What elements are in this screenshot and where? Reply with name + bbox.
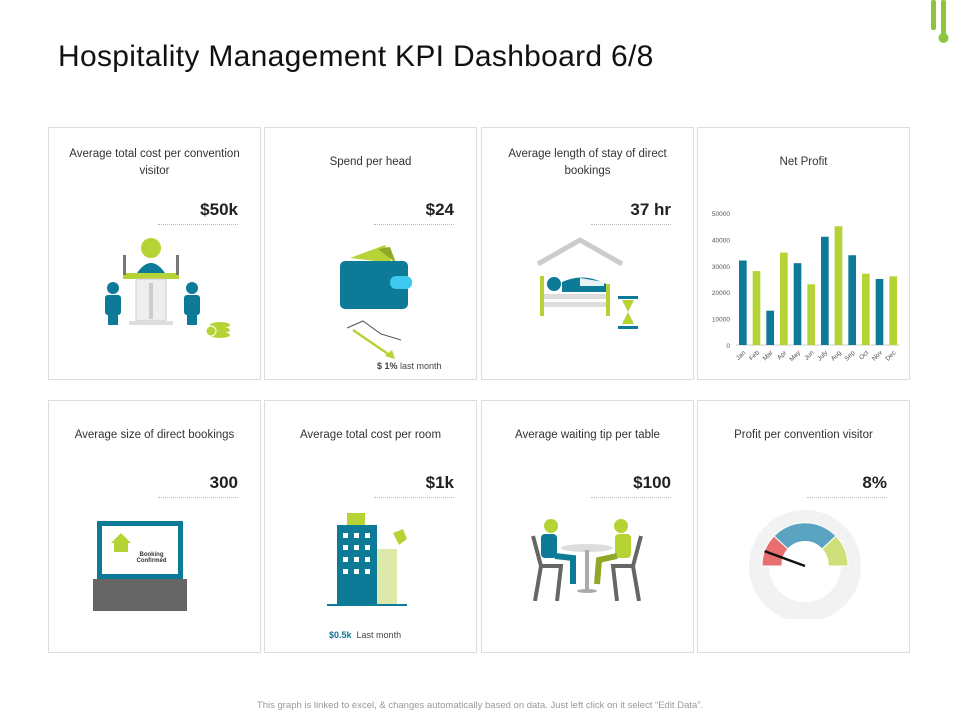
note-text: last month (400, 361, 442, 371)
gauge-icon (749, 510, 861, 619)
x-tick-label: Jan (735, 349, 748, 362)
kpi-label: Average total cost per room (299, 429, 442, 441)
bar-jan (739, 260, 747, 345)
chart-title: Net Profit (779, 156, 828, 168)
kpi-card-cost-per-room: Average total cost per room $1k $0.5k La… (264, 400, 477, 653)
hotel-building-icon (327, 513, 407, 606)
kpi-label: Profit per convention visitor (734, 429, 873, 441)
page-title: Hospitality Management KPI Dashboard 6/8 (58, 40, 654, 73)
kpi-card-net-profit: Net Profit 0 10000 20000 30000 40000 50000 Jan… (697, 127, 910, 380)
bar-feb (752, 271, 761, 345)
wallet-icon (340, 245, 412, 309)
bar-jun (807, 284, 815, 345)
bar-oct (862, 273, 870, 345)
y-tick-label: 40000 (712, 237, 730, 244)
kpi-value: 300 (158, 473, 238, 498)
kpi-label: Average total cost per convention visito… (69, 148, 240, 177)
x-tick-label: Sep (843, 349, 856, 362)
bar-may (793, 263, 802, 345)
x-tick-label: Feb (748, 349, 761, 362)
bar-july (821, 236, 829, 345)
note-value: $ 1% (377, 361, 398, 371)
bar-nov (875, 279, 884, 345)
bar-sep (848, 255, 856, 345)
x-tick-label: July (816, 349, 830, 363)
y-tick-label: 0 (726, 343, 730, 350)
footer-note: This graph is linked to excel, & changes… (256, 700, 704, 711)
x-tick-label: Apr (776, 349, 789, 362)
trend-down-icon (346, 320, 402, 359)
speaker-podium-icon (105, 238, 230, 338)
bar-dec (889, 276, 897, 345)
x-tick-label: May (788, 349, 802, 363)
kpi-card-length-of-stay: Average length of stay of direct booking… (481, 127, 694, 380)
kpi-value: $100 (591, 473, 671, 498)
screen-text: Booking Confirmed (136, 552, 167, 564)
kpi-card-convention-cost: Average total cost per convention visito… (48, 127, 261, 380)
dining-table-icon (531, 519, 643, 601)
kpi-value: 37 hr (591, 200, 671, 225)
kpi-label: Average length of stay of direct booking… (508, 148, 667, 177)
kpi-value: $24 (374, 200, 454, 225)
bar-mar (766, 310, 774, 345)
x-tick-label: Oct (858, 349, 870, 361)
kpi-value: $1k (374, 473, 454, 498)
bar-aug (834, 226, 843, 345)
kpi-card-waiting-tip: Average waiting tip per table $100 (481, 400, 694, 653)
kpi-label: Average size of direct bookings (74, 429, 235, 441)
room-cost-note: $0.5k Last month (329, 630, 401, 640)
x-tick-label: Dec (884, 349, 898, 363)
y-tick-label: 30000 (712, 264, 730, 271)
kpi-card-profit-per-visitor: Profit per convention visitor 8% (697, 400, 910, 653)
spend-change-note: $ 1% last month (377, 361, 442, 371)
bar-apr (780, 252, 788, 345)
cutlery-logo-icon (931, 0, 949, 43)
kpi-card-spend-per-head: Spend per head $24 $ 1% last month (264, 127, 477, 380)
kpi-label: Average waiting tip per table (515, 429, 660, 441)
laptop-booking-icon (93, 521, 187, 611)
x-tick-label: Mar (762, 349, 775, 362)
x-tick-label: Nov (871, 349, 885, 363)
kpi-value: $50k (158, 200, 238, 225)
kpi-label: Spend per head (329, 156, 412, 168)
y-tick-label: 10000 (712, 317, 730, 324)
x-tick-label: Aug (830, 349, 843, 362)
y-tick-label: 50000 (712, 211, 730, 218)
bed-hourglass-icon (536, 237, 638, 329)
note-value: $0.5k (329, 630, 352, 640)
kpi-card-direct-bookings-size: Average size of direct bookings 300 Book… (48, 400, 261, 653)
kpi-value: 8% (807, 473, 887, 498)
x-tick-label: Jun (803, 349, 816, 362)
y-tick-label: 20000 (712, 290, 730, 297)
net-profit-bar-chart: 0 10000 20000 30000 40000 50000 Jan Feb Mar Apr Ma… (712, 211, 900, 363)
note-text: Last month (356, 630, 402, 640)
